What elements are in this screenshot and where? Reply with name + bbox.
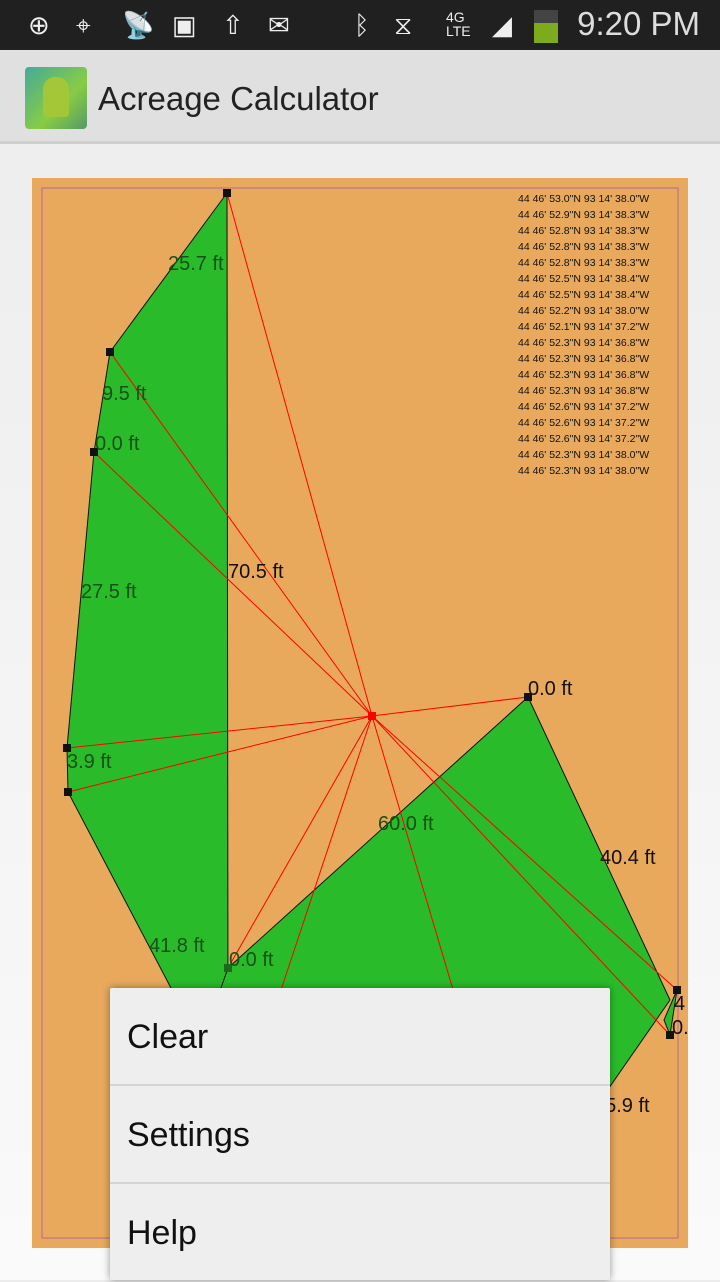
coordinate-entry: 44 46' 52.8"N 93 14' 38.3"W — [518, 257, 650, 269]
distance-label: 41.8 ft — [149, 935, 205, 957]
action-bar: Acreage Calculator — [0, 50, 720, 144]
android-app-icon[interactable] — [25, 67, 87, 129]
options-menu: Clear Settings Help — [110, 988, 610, 1280]
distance-label: 40.4 ft — [600, 847, 656, 869]
coordinate-entry: 44 46' 52.8"N 93 14' 38.3"W — [518, 241, 650, 253]
app-title: Acreage Calculator — [98, 80, 379, 117]
image-icon: ▣ — [172, 10, 197, 40]
gmail-icon: ✉ — [268, 10, 290, 40]
vibrate-icon: ⧖ — [394, 10, 413, 40]
menu-item-clear[interactable]: Clear — [110, 988, 610, 1086]
distance-label: 4 — [674, 993, 686, 1015]
coordinate-entry: 44 46' 52.8"N 93 14' 38.3"W — [518, 225, 650, 237]
coordinate-entry: 44 46' 52.6"N 93 14' 37.2"W — [518, 417, 650, 429]
menu-item-settings[interactable]: Settings — [110, 1086, 610, 1184]
distance-label: 3.9 ft — [67, 751, 112, 773]
distance-label: 27.5 ft — [81, 581, 137, 603]
clock: 9:20 PM — [577, 5, 700, 42]
coordinate-entry: 44 46' 53.0"N 93 14' 38.0"W — [518, 193, 650, 205]
distance-label: 0.0 ft — [95, 433, 140, 455]
field-polygon-small — [663, 989, 678, 1037]
coordinate-entry: 44 46' 52.9"N 93 14' 38.3"W — [518, 209, 650, 221]
distance-label: 60.0 ft — [378, 813, 434, 835]
coordinate-entry: 44 46' 52.6"N 93 14' 37.2"W — [518, 401, 650, 413]
red-lines — [66, 192, 678, 1036]
distance-label: 0. — [672, 1017, 688, 1039]
coordinate-entry: 44 46' 52.3"N 93 14' 38.0"W — [518, 449, 650, 461]
distance-label: 0.0 ft — [229, 949, 274, 971]
distance-label: 70.5 ft — [228, 561, 284, 583]
coordinate-entry: 44 46' 52.2"N 93 14' 38.0"W — [518, 305, 650, 317]
coordinate-entry: 44 46' 52.3"N 93 14' 36.8"W — [518, 353, 650, 365]
coordinate-entry: 44 46' 52.5"N 93 14' 38.4"W — [518, 273, 650, 285]
coordinate-entry: 44 46' 52.3"N 93 14' 36.8"W — [518, 369, 650, 381]
coordinate-entry: 44 46' 52.3"N 93 14' 36.8"W — [518, 385, 650, 397]
coordinate-entry: 44 46' 52.5"N 93 14' 38.4"W — [518, 289, 650, 301]
coordinate-entry: 44 46' 52.6"N 93 14' 37.2"W — [518, 433, 650, 445]
distance-label: 25.7 ft — [168, 253, 224, 275]
field-polygon-left — [66, 191, 229, 1029]
menu-item-help[interactable]: Help — [127, 1214, 197, 1252]
distance-label: 9.5 ft — [102, 383, 147, 405]
coordinate-entry: 44 46' 52.1"N 93 14' 37.2"W — [518, 321, 650, 333]
bluetooth-icon: ᛒ — [354, 10, 370, 40]
vertex-markers — [63, 189, 681, 1039]
gps-icon: ⌖ — [76, 10, 91, 40]
distance-label: 0.0 ft — [528, 678, 573, 700]
signal-icon: ◢ — [492, 10, 512, 40]
satellite-icon: 📡 — [122, 10, 155, 40]
upload-icon: ⇧ — [222, 10, 244, 40]
add-icon: ⊕ — [28, 10, 50, 40]
4g-lte-icon: 4G LTE — [446, 9, 471, 39]
status-bar: ⊕ ⌖ 📡 ▣ ⇧ ✉ ᛒ ⧖ 4G LTE ◢ 9:20 PM — [0, 0, 720, 50]
coordinate-entry: 44 46' 52.3"N 93 14' 36.8"W — [518, 337, 650, 349]
battery-icon — [534, 10, 558, 43]
center-marker — [368, 712, 376, 720]
coordinate-list: 44 46' 53.0"N 93 14' 38.0"W 44 46' 52.9"N… — [518, 191, 649, 479]
coordinate-entry: 44 46' 52.3"N 93 14' 38.0"W — [518, 465, 650, 477]
